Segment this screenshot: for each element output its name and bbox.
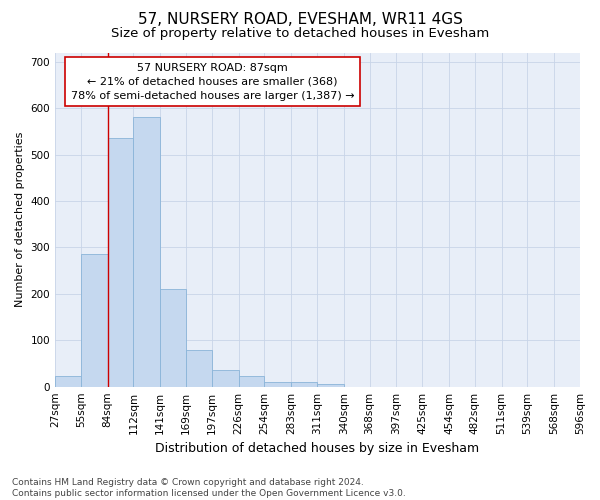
Text: 57, NURSERY ROAD, EVESHAM, WR11 4GS: 57, NURSERY ROAD, EVESHAM, WR11 4GS xyxy=(137,12,463,28)
Bar xyxy=(186,350,212,387)
Y-axis label: Number of detached properties: Number of detached properties xyxy=(15,132,25,308)
Bar xyxy=(55,376,81,386)
Bar xyxy=(317,384,344,386)
Bar xyxy=(107,138,133,386)
Bar xyxy=(239,376,265,386)
Bar xyxy=(212,370,239,386)
Bar xyxy=(265,382,291,386)
Bar xyxy=(160,289,186,386)
Text: Size of property relative to detached houses in Evesham: Size of property relative to detached ho… xyxy=(111,28,489,40)
Bar xyxy=(81,254,107,386)
X-axis label: Distribution of detached houses by size in Evesham: Distribution of detached houses by size … xyxy=(155,442,479,455)
Bar xyxy=(133,118,160,386)
Text: 57 NURSERY ROAD: 87sqm
← 21% of detached houses are smaller (368)
78% of semi-de: 57 NURSERY ROAD: 87sqm ← 21% of detached… xyxy=(71,62,354,100)
Bar xyxy=(291,382,317,386)
Text: Contains HM Land Registry data © Crown copyright and database right 2024.
Contai: Contains HM Land Registry data © Crown c… xyxy=(12,478,406,498)
